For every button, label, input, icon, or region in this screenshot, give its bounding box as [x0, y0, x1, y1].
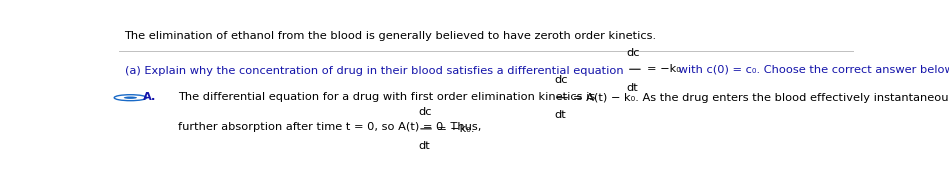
Text: dc: dc: [554, 76, 568, 86]
Text: A.: A.: [143, 92, 157, 102]
Text: The elimination of ethanol from the blood is generally believed to have zeroth o: The elimination of ethanol from the bloo…: [124, 31, 657, 41]
Text: dc: dc: [418, 107, 432, 117]
Text: further absorption after time t = 0, so A(t) = 0. Thus,: further absorption after time t = 0, so …: [178, 122, 481, 132]
Text: dc: dc: [626, 48, 641, 58]
Text: dt: dt: [626, 83, 639, 93]
Text: (a) Explain why the concentration of drug in their blood satisfies a differentia: (a) Explain why the concentration of dru…: [124, 66, 623, 76]
Text: dt: dt: [418, 141, 430, 151]
Text: The differential equation for a drug with first order elimination kinetics is: The differential equation for a drug wit…: [178, 92, 595, 102]
Text: = −k₀: = −k₀: [646, 64, 680, 74]
Circle shape: [123, 96, 137, 99]
Text: = −k₀.: = −k₀.: [437, 124, 474, 134]
Text: dt: dt: [554, 110, 566, 120]
Text: = A(t) − k₀. As the drug enters the blood effectively instantaneously. There is : = A(t) − k₀. As the drug enters the bloo…: [573, 93, 949, 103]
Text: with c(0) = c₀. Choose the correct answer below.: with c(0) = c₀. Choose the correct answe…: [675, 64, 949, 74]
